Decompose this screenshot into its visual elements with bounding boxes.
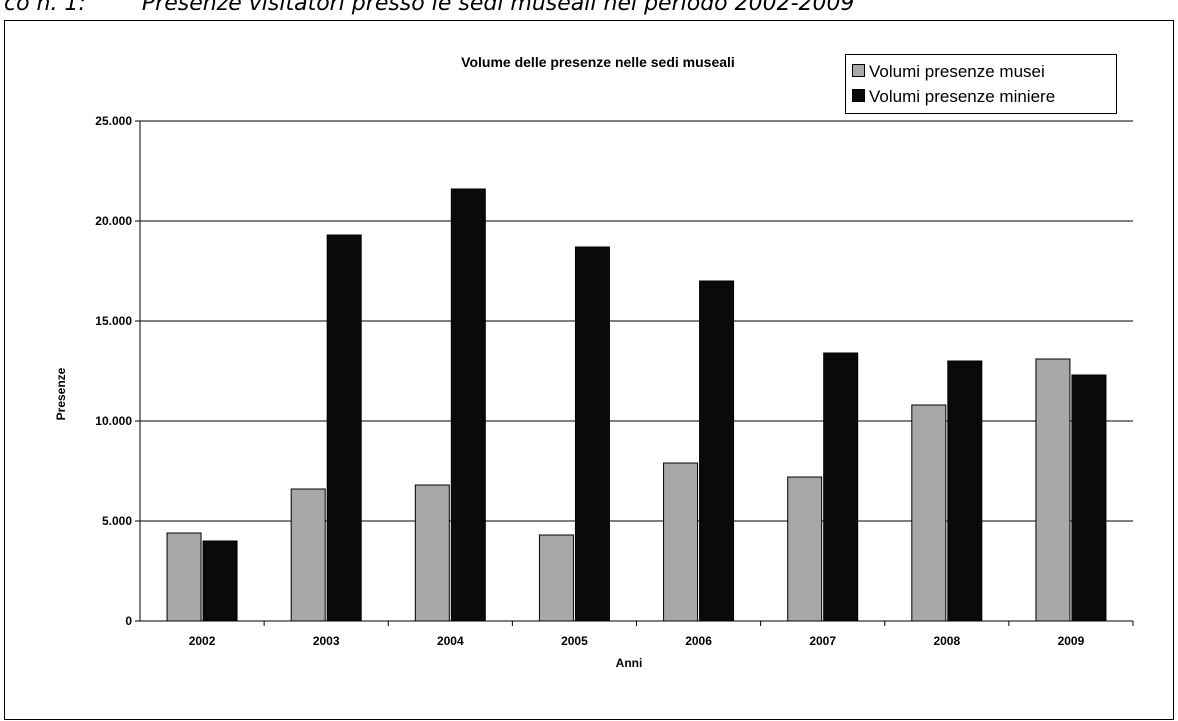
y-tick-label: 25.000 — [95, 114, 132, 128]
bar — [823, 352, 859, 622]
legend-swatch-miniere — [852, 89, 865, 102]
x-tick-label: 2009 — [1058, 634, 1085, 648]
bar — [1035, 358, 1071, 622]
legend-item-miniere: Volumi presenze miniere — [852, 87, 1055, 107]
y-tick-label: 0 — [125, 614, 132, 628]
chart-frame: Volume delle presenze nelle sedi museali… — [4, 20, 1174, 720]
legend-swatch-musei — [852, 64, 865, 77]
bar — [947, 360, 983, 622]
x-tick-label: 2002 — [189, 634, 216, 648]
x-tick-label: 2006 — [685, 634, 712, 648]
x-tick-label: 2005 — [561, 634, 588, 648]
y-axis-label: Presenze — [54, 367, 68, 420]
legend: Volumi presenze musei Volumi presenze mi… — [845, 54, 1117, 114]
figure-caption: co n. 1: Presenze visitatori presso le se… — [0, 0, 855, 16]
y-tick-label: 10.000 — [95, 414, 132, 428]
x-axis-ticks: 2002 2003 2004 2005 2006 2007 2008 2009 — [189, 621, 1134, 648]
bar — [202, 540, 238, 622]
bar — [699, 280, 735, 622]
x-tick-label: 2007 — [809, 634, 836, 648]
legend-item-musei: Volumi presenze musei — [852, 62, 1045, 82]
y-axis-ticks: 0 5.000 10.000 15.000 20.000 25.000 — [95, 114, 140, 628]
caption-text: Presenze visitatori presso le sedi musea… — [141, 0, 855, 16]
y-tick-label: 5.000 — [102, 514, 132, 528]
y-tick-label: 15.000 — [95, 314, 132, 328]
bar — [663, 462, 699, 622]
legend-label-musei: Volumi presenze musei — [869, 62, 1045, 81]
bar — [911, 404, 947, 622]
bar — [414, 484, 450, 622]
legend-label-miniere: Volumi presenze miniere — [869, 87, 1056, 106]
bar-chart: Volume delle presenze nelle sedi museali… — [54, 54, 1134, 670]
chart-title: Volume delle presenze nelle sedi museali — [461, 54, 735, 70]
bar — [574, 246, 610, 622]
caption-number: co n. 1: — [4, 0, 86, 16]
y-tick-label: 20.000 — [95, 214, 132, 228]
grid-lines — [140, 120, 1133, 522]
x-tick-label: 2008 — [933, 634, 960, 648]
axes — [139, 121, 1133, 622]
bar — [538, 534, 574, 622]
x-tick-label: 2004 — [437, 634, 464, 648]
bar — [787, 476, 823, 622]
bar — [166, 532, 202, 622]
bar — [450, 188, 486, 622]
bar — [326, 234, 362, 622]
bars-group — [166, 188, 1107, 622]
x-tick-label: 2003 — [313, 634, 340, 648]
x-axis-label: Anni — [616, 656, 643, 670]
bar — [290, 488, 326, 622]
bar — [1071, 374, 1107, 622]
